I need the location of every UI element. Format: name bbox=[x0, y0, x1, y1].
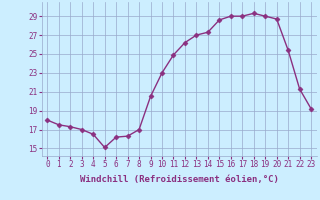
X-axis label: Windchill (Refroidissement éolien,°C): Windchill (Refroidissement éolien,°C) bbox=[80, 175, 279, 184]
